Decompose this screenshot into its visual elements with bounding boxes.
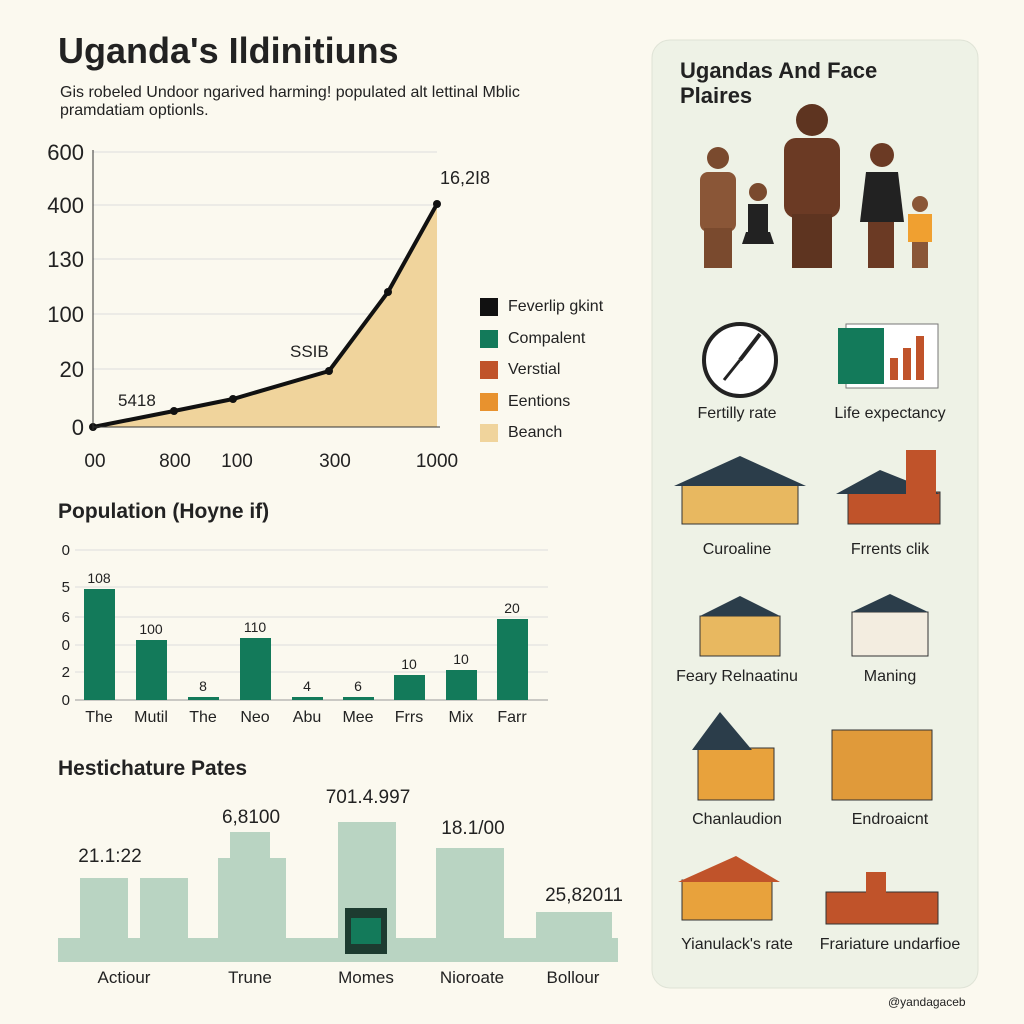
x-label: Mix: [448, 709, 474, 726]
subtitle: Gis robeled Undoor ngarived harming! pop…: [60, 84, 520, 120]
bar-title: Population (Hoyne if): [58, 500, 270, 523]
y-label: 0: [61, 637, 70, 654]
y-label: 0: [71, 415, 84, 440]
building-label: Bollour: [546, 968, 600, 987]
y-label: 5: [61, 579, 70, 596]
x-label: The: [189, 709, 217, 726]
buildings-title: Hestichature Pates: [58, 757, 248, 780]
credit: @yandagaceb: [888, 995, 966, 1009]
x-label: Farr: [497, 709, 527, 726]
buildings: [58, 822, 618, 962]
x-label: 00: [84, 451, 106, 472]
legend-label: Compalent: [508, 330, 586, 347]
panel-item-label: Endroaicnt: [851, 811, 929, 828]
y-label: 0: [61, 692, 70, 709]
title: Uganda's Ildinitiuns: [58, 30, 399, 71]
y-label: 20: [59, 357, 84, 382]
panel-item-label: Frrents clik: [850, 541, 930, 558]
building-value: 701.4.997: [325, 787, 411, 808]
panel-item-label: Fertilly rate: [697, 405, 777, 422]
value-label: 10: [453, 651, 469, 667]
panel-item-label: Life expectancy: [834, 405, 946, 422]
x-label: Mutil: [134, 709, 168, 726]
legend-label: Feverlip gkint: [508, 298, 604, 315]
y-label: 400: [47, 193, 84, 218]
y-label: 100: [47, 302, 84, 327]
building-value: 25,82011: [545, 885, 623, 906]
panel-icons: [674, 322, 941, 925]
line-area: [93, 204, 437, 427]
x-label: 300: [319, 451, 351, 472]
y-label: 130: [47, 247, 84, 272]
panel-item-label: Maning: [863, 668, 917, 685]
y-label: 6: [61, 609, 70, 626]
value-label: 6: [354, 678, 362, 694]
panel-item-label: Frariature undarfioe: [819, 936, 961, 953]
x-label: Mee: [342, 709, 374, 726]
point-label: 16,2I8: [440, 168, 491, 188]
building-label: Actiour: [97, 968, 151, 987]
x-label: 800: [159, 451, 191, 472]
building-label: Nioroate: [439, 968, 505, 987]
legend-label: Beanch: [508, 424, 563, 441]
value-label: 110: [243, 619, 267, 635]
legend-label: Eentions: [508, 393, 571, 410]
building-sign-inner: [351, 918, 381, 944]
panel-item-label: Feary Relnaatinu: [676, 668, 798, 685]
point-label: 5418: [118, 391, 156, 410]
value-label: 10: [401, 656, 417, 672]
value-label: 108: [87, 570, 111, 586]
family-figures: [700, 104, 932, 268]
y-label: 2: [61, 664, 70, 681]
legend-swatches: [480, 298, 498, 442]
value-label: 20: [504, 600, 520, 616]
bars: [84, 589, 528, 700]
x-label: 100: [221, 451, 253, 472]
value-label: 8: [199, 678, 207, 694]
y-label: 600: [47, 140, 84, 165]
panel-item-label: Yianulack's rate: [681, 936, 793, 953]
panel-item-label: Curoaline: [702, 541, 772, 558]
x-label: 1000: [415, 451, 459, 472]
x-label: Abu: [292, 709, 322, 726]
value-label: 4: [303, 678, 311, 694]
legend-label: Verstial: [508, 361, 561, 378]
panel-item-label: Chanlaudion: [692, 811, 782, 828]
point-label: SSIB: [290, 342, 329, 361]
building-value: 18.1/00: [441, 818, 505, 839]
x-label: Neo: [240, 709, 270, 726]
x-label: The: [85, 709, 113, 726]
line: [92, 203, 439, 429]
building-label: Momes: [338, 968, 394, 987]
building-label: Trune: [228, 968, 272, 987]
x-label: Frrs: [394, 709, 424, 726]
y-label: 0: [61, 542, 70, 559]
line-points: [89, 200, 441, 431]
value-label: 100: [139, 621, 163, 637]
panel-title: Ugandas And Face Plaires: [680, 58, 878, 109]
building-value: 21.1:22: [78, 846, 142, 867]
building-value: 6,8100: [221, 807, 281, 828]
